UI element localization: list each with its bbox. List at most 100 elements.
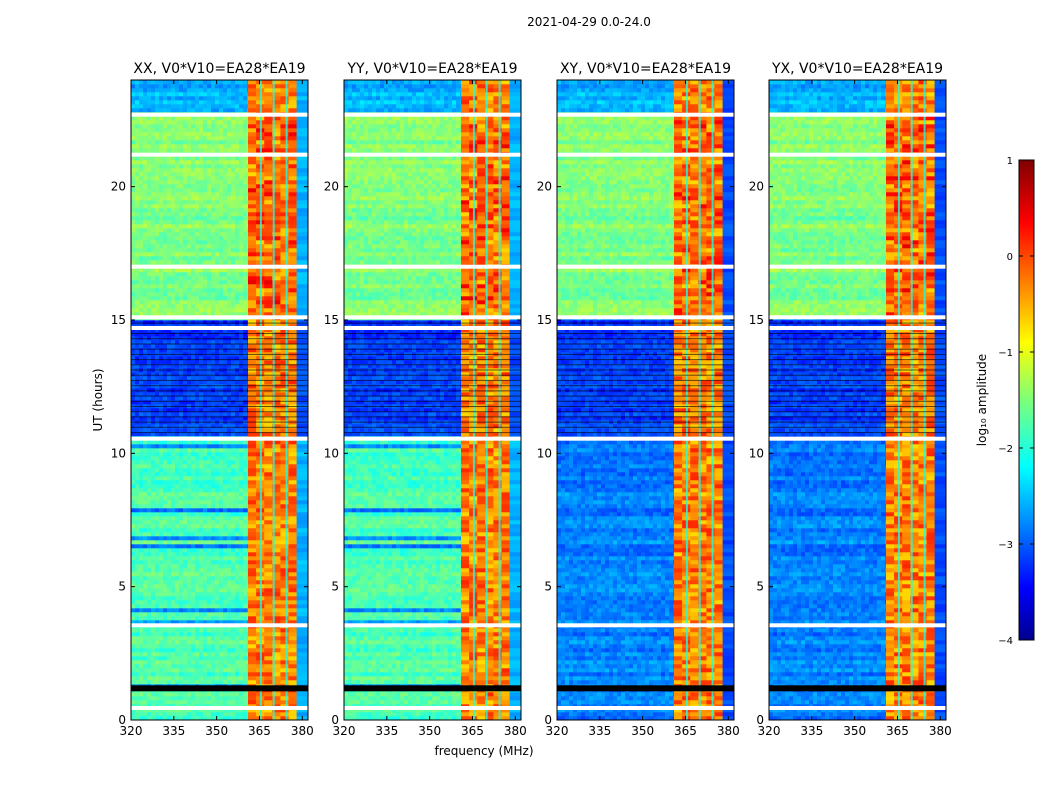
cell [143, 236, 147, 240]
cell [211, 232, 215, 236]
cell [248, 212, 256, 216]
cell [248, 188, 256, 192]
cell [207, 396, 211, 400]
cell [199, 680, 203, 684]
cell [264, 636, 272, 640]
cell [163, 600, 167, 604]
cell [264, 200, 272, 204]
cell [139, 236, 143, 240]
cell [159, 528, 163, 532]
cell [167, 496, 171, 500]
cell [155, 280, 159, 284]
cell [248, 248, 256, 252]
cell [243, 472, 247, 476]
cell [183, 664, 187, 668]
cell [289, 672, 297, 676]
cell [187, 544, 191, 548]
cell [139, 376, 143, 380]
cell [147, 292, 151, 296]
cell [143, 668, 147, 672]
cell [289, 344, 297, 348]
cell [243, 628, 247, 632]
cell [139, 184, 143, 188]
cell [211, 292, 215, 296]
cell [159, 548, 163, 552]
cell [215, 196, 219, 200]
cell [139, 564, 143, 568]
cell [215, 456, 219, 460]
cell [264, 468, 272, 472]
cell [143, 584, 147, 588]
cell [223, 512, 227, 516]
cell [223, 464, 227, 468]
cell [163, 184, 167, 188]
cell [139, 592, 143, 596]
cell [195, 348, 199, 352]
cell [167, 604, 171, 608]
cell [207, 456, 211, 460]
cell [139, 308, 143, 312]
cell [223, 656, 227, 660]
cell [289, 452, 297, 456]
cell [175, 444, 179, 448]
cell [243, 196, 247, 200]
cell [219, 428, 223, 432]
cell [231, 556, 235, 560]
cell [155, 544, 159, 548]
cell [248, 640, 256, 644]
cell [207, 208, 211, 212]
cell [147, 468, 151, 472]
cell [243, 192, 247, 196]
cell [191, 596, 195, 600]
cell [147, 220, 151, 224]
cell [143, 568, 147, 572]
cell [248, 608, 256, 612]
cell [207, 236, 211, 240]
cell [297, 308, 309, 312]
cell [235, 556, 239, 560]
cell [183, 428, 187, 432]
cell [203, 212, 207, 216]
cell [159, 400, 163, 404]
cell [167, 540, 171, 544]
cell [191, 428, 195, 432]
cell [143, 448, 147, 452]
cell [179, 520, 183, 524]
cell [155, 636, 159, 640]
cell [195, 660, 199, 664]
cell [151, 276, 155, 280]
cell [264, 612, 272, 616]
cell [215, 360, 219, 364]
cell [243, 344, 247, 348]
cell [297, 216, 309, 220]
cell [187, 260, 191, 264]
cell [211, 456, 215, 460]
cell [151, 220, 155, 224]
cell [151, 612, 155, 616]
cell [175, 212, 179, 216]
cell [219, 672, 223, 676]
cell [231, 656, 235, 660]
cell [215, 476, 219, 480]
cell [215, 280, 219, 284]
cell [139, 300, 143, 304]
cell [203, 448, 207, 452]
cell [219, 220, 223, 224]
cell [235, 652, 239, 656]
cell [243, 300, 247, 304]
cell [207, 464, 211, 468]
cell [139, 528, 143, 532]
cell [167, 232, 171, 236]
cell [139, 680, 143, 684]
cell [195, 388, 199, 392]
cell [215, 220, 219, 224]
cell [167, 200, 171, 204]
cell [167, 660, 171, 664]
cell [171, 560, 175, 564]
cell [167, 672, 171, 676]
cell [187, 644, 191, 648]
cell [195, 272, 199, 276]
cell [239, 584, 243, 588]
cell [297, 468, 309, 472]
cell [183, 500, 187, 504]
